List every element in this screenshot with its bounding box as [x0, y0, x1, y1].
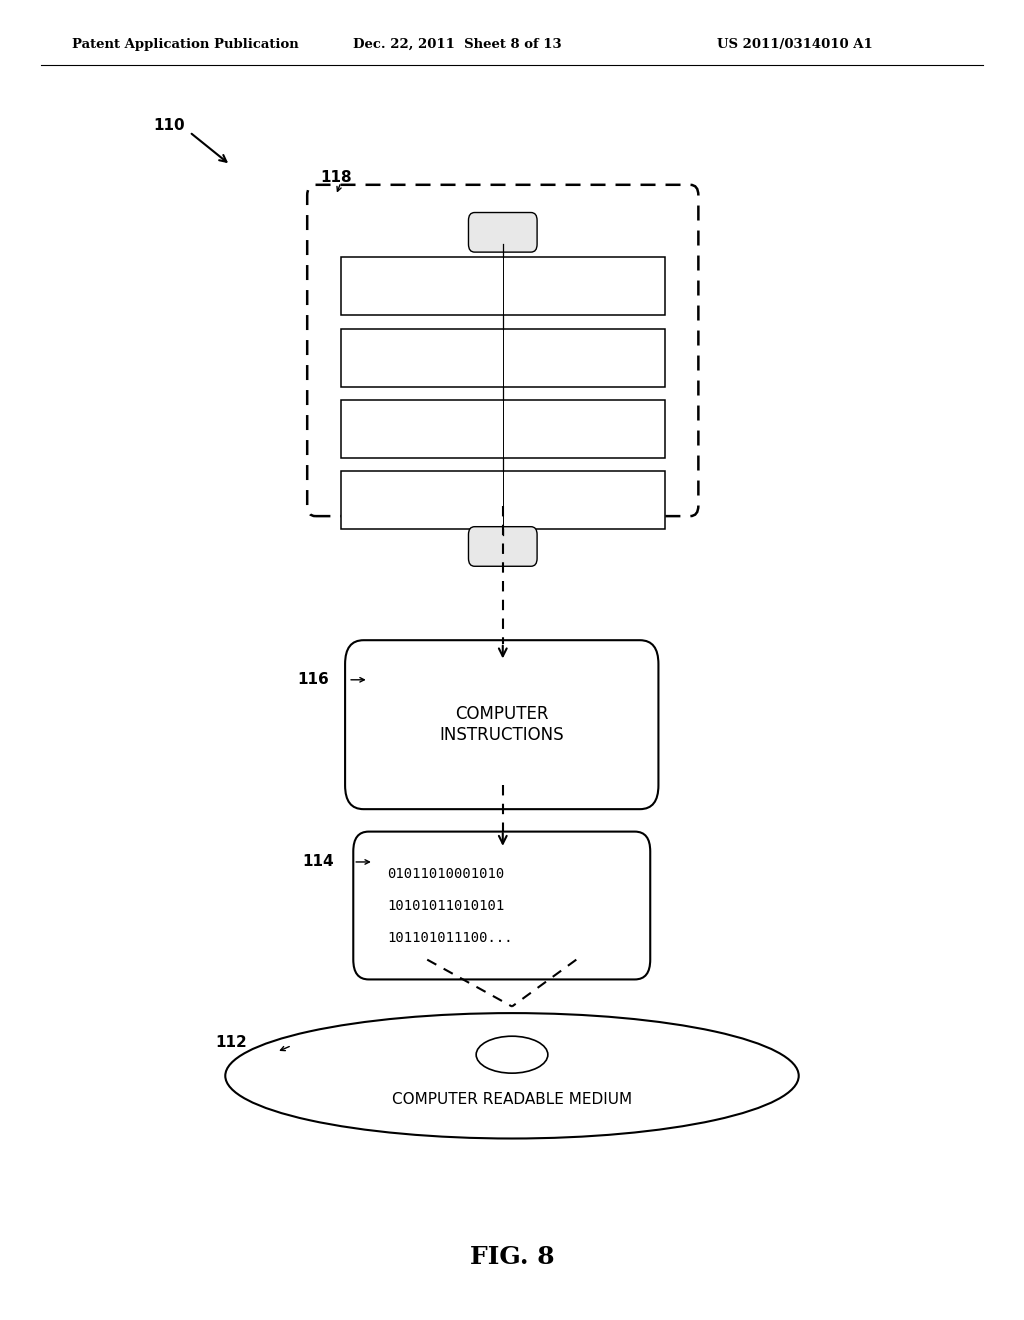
Text: COMPUTER
INSTRUCTIONS: COMPUTER INSTRUCTIONS — [439, 705, 564, 744]
Bar — [341, 329, 665, 387]
Text: 112: 112 — [215, 1035, 247, 1051]
FancyBboxPatch shape — [345, 640, 658, 809]
Text: Dec. 22, 2011  Sheet 8 of 13: Dec. 22, 2011 Sheet 8 of 13 — [353, 37, 562, 50]
Text: US 2011/0314010 A1: US 2011/0314010 A1 — [717, 37, 872, 50]
FancyBboxPatch shape — [468, 213, 537, 252]
Text: Patent Application Publication: Patent Application Publication — [72, 37, 298, 50]
Text: 10101011010101: 10101011010101 — [387, 899, 505, 913]
Ellipse shape — [476, 1036, 548, 1073]
Bar — [341, 400, 665, 458]
Bar — [341, 257, 665, 315]
Text: 118: 118 — [321, 170, 352, 185]
Ellipse shape — [225, 1014, 799, 1138]
Text: 01011010001010: 01011010001010 — [387, 867, 505, 882]
Bar — [341, 471, 665, 529]
Text: FIG. 8: FIG. 8 — [470, 1245, 554, 1269]
Text: 114: 114 — [302, 854, 334, 870]
FancyBboxPatch shape — [468, 527, 537, 566]
Text: 110: 110 — [154, 117, 185, 133]
FancyBboxPatch shape — [307, 185, 698, 516]
FancyBboxPatch shape — [353, 832, 650, 979]
Text: COMPUTER READABLE MEDIUM: COMPUTER READABLE MEDIUM — [392, 1092, 632, 1107]
Text: 101101011100...: 101101011100... — [387, 931, 513, 945]
Text: 116: 116 — [297, 672, 329, 688]
